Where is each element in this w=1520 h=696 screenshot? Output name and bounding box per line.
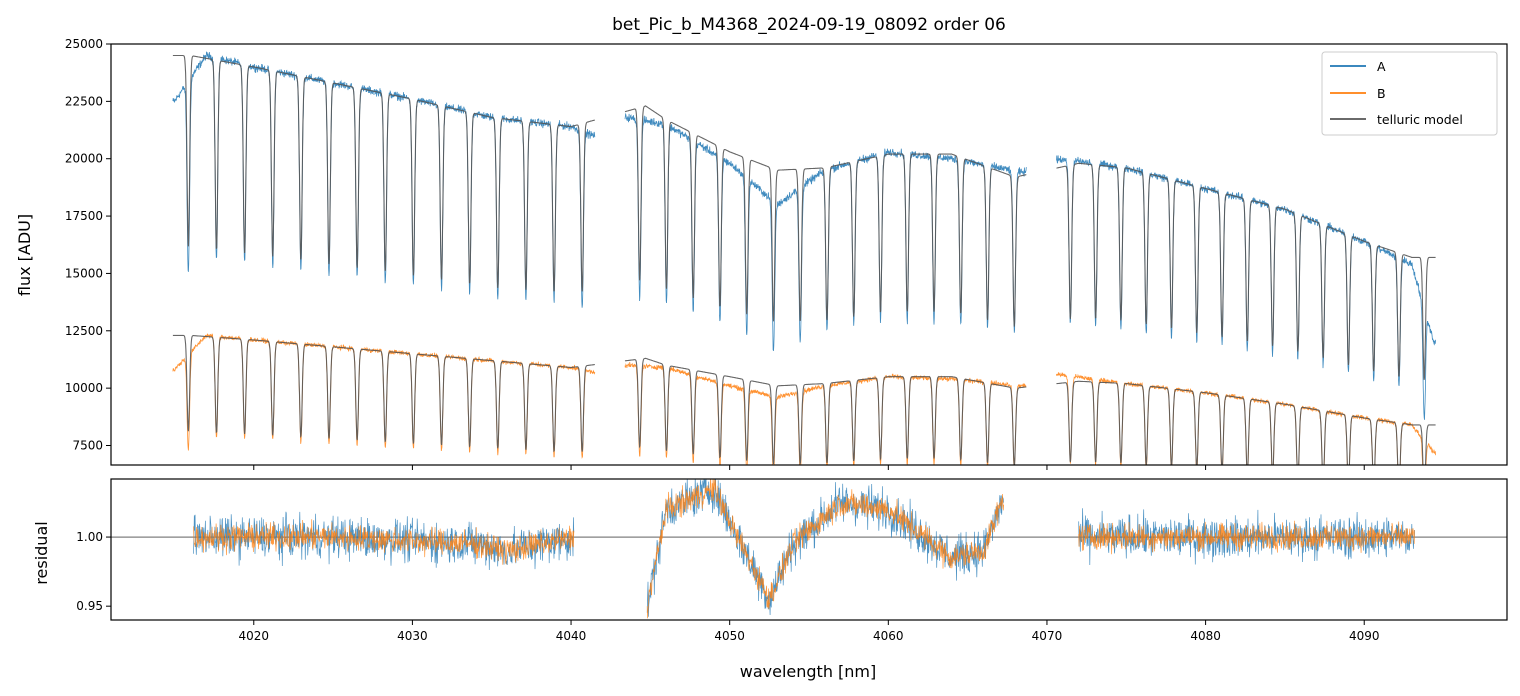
residual-y-axis-label: residual (32, 521, 51, 584)
residual-x-tick-label-4040: 4040 (556, 629, 587, 643)
flux-line-telluric-model-a-segment-3 (1056, 162, 1436, 380)
residual-panel: 0.95 1.00 4020 4030 4040 4050 4060 4070 4080 409… (32, 478, 1508, 681)
flux-line-telluric-model-b-segment-1 (172, 334, 595, 453)
residual-x-tick-label-4050: 4050 (714, 629, 745, 643)
flux-y-ticks: 7500 10000 12500 15000 17500 20000 22500 25000 (65, 37, 111, 452)
flux-series-group (172, 51, 1436, 465)
flux-y-axis-label: flux [ADU] (15, 214, 34, 296)
residual-x-tick-label-4020: 4020 (238, 629, 269, 643)
residual-line-b-segment-1 (193, 519, 575, 566)
residual-x-ticks: 4020 4030 4040 4050 4060 4070 4080 4090 (238, 620, 1380, 643)
flux-y-tick-label-17500: 17500 (65, 209, 103, 223)
flux-y-tick-label-10000: 10000 (65, 381, 103, 395)
legend: A B telluric model (1321, 51, 1498, 136)
legend-label-telluric: telluric model (1377, 112, 1463, 127)
flux-line-telluric-model-b-segment-3 (1056, 380, 1436, 465)
residual-x-tick-label-4030: 4030 (397, 629, 428, 643)
residual-x-tick-label-4060: 4060 (873, 629, 904, 643)
residual-series-group (111, 479, 1507, 619)
flux-line-telluric-model-a-segment-1 (172, 54, 595, 292)
residual-y-ticks: 0.95 1.00 (76, 530, 111, 613)
legend-box (1321, 51, 1498, 136)
flux-plot-frame (110, 43, 1508, 466)
flux-line-telluric-model-b-segment-2 (624, 357, 1027, 465)
residual-y-tick-label-0.95: 0.95 (76, 599, 103, 613)
flux-y-tick-label-15000: 15000 (65, 266, 103, 280)
chart-title: bet_Pic_b_M4368_2024-09-19_08092 order 0… (612, 15, 1006, 35)
residual-plot-frame (110, 478, 1508, 621)
flux-x-ticks (253, 465, 1365, 470)
flux-y-tick-label-12500: 12500 (65, 324, 103, 338)
flux-y-tick-label-25000: 25000 (65, 37, 103, 51)
residual-line-b-segment-2 (646, 479, 1005, 619)
residual-line-b-segment-3 (1078, 520, 1415, 555)
x-axis-label: wavelength [nm] (740, 662, 877, 681)
legend-label-b: B (1377, 86, 1386, 101)
residual-x-tick-label-4090: 4090 (1349, 629, 1380, 643)
residual-y-tick-label-1: 1.00 (76, 530, 103, 544)
flux-panel: 750010000125001500017500200002250025000 … (15, 37, 1508, 470)
legend-label-a: A (1377, 59, 1386, 74)
residual-x-tick-label-4070: 4070 (1032, 629, 1063, 643)
residual-x-tick-label-4080: 4080 (1190, 629, 1221, 643)
flux-y-tick-label-20000: 20000 (65, 152, 103, 166)
flux-line-telluric-model-a-segment-2 (624, 105, 1027, 327)
flux-y-tick-label-7500: 7500 (72, 438, 103, 452)
flux-y-tick-label-22500: 22500 (65, 94, 103, 108)
